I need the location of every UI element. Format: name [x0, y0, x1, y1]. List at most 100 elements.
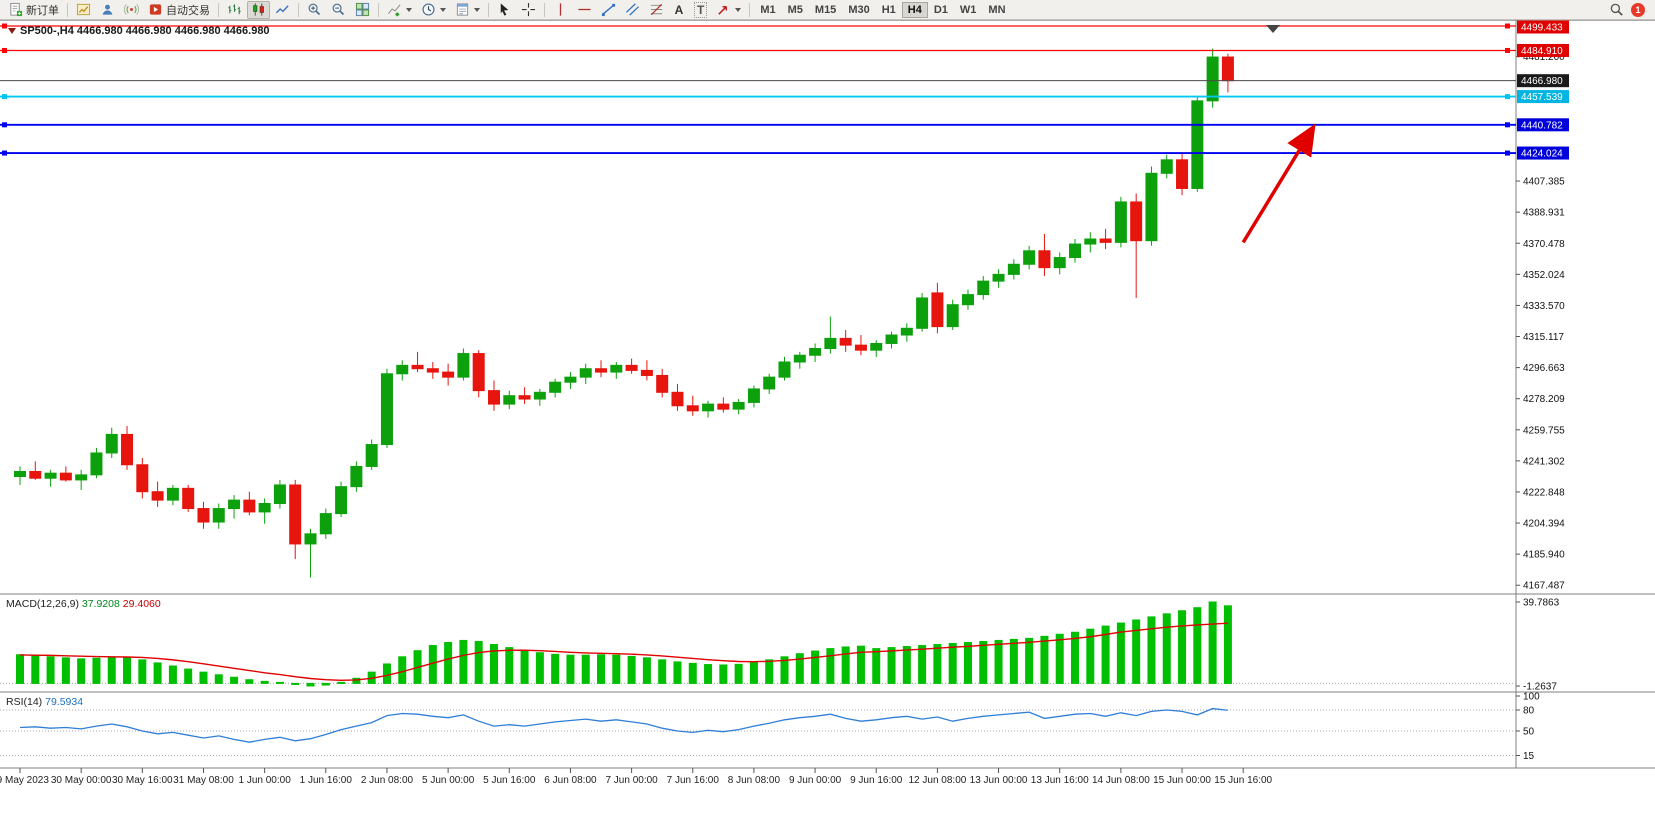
new-order-label: 新订单 [26, 4, 59, 17]
trend-arrow[interactable] [1241, 123, 1316, 244]
crosshair-button[interactable] [517, 1, 540, 19]
timeframe-d1-button[interactable]: D1 [928, 2, 954, 18]
bar-chart-icon [228, 4, 241, 15]
chevron-down-icon [440, 7, 446, 12]
price-badge: 4499.433 [1517, 20, 1569, 34]
price-badge: 4466.980 [1517, 74, 1569, 88]
auto-trading-button[interactable]: 自动交易 [144, 1, 214, 19]
svg-text:50: 50 [1523, 727, 1535, 738]
search-button[interactable] [1605, 1, 1628, 19]
chart-canvas[interactable]: 4481.200 4407.385 4388.931 4370.478 4352.024… [0, 20, 1655, 826]
label-tool-button[interactable]: T [690, 1, 711, 19]
svg-text:15 Jun 16:00: 15 Jun 16:00 [1214, 775, 1272, 786]
new-order-button[interactable]: 新订单 [4, 1, 63, 19]
price-axis[interactable]: 4481.200 4407.385 4388.931 4370.478 4352.024… [1516, 52, 1565, 592]
channel-button[interactable] [621, 1, 644, 19]
timeframe-mn-button[interactable]: MN [982, 2, 1011, 18]
timeframe-m30-button[interactable]: M30 [842, 2, 875, 18]
level-line[interactable] [0, 150, 1516, 156]
svg-text:4167.487: 4167.487 [1523, 581, 1565, 592]
profiles-button[interactable] [96, 1, 119, 19]
price-badge: 4424.024 [1517, 146, 1569, 160]
new-chart-button[interactable] [72, 1, 95, 19]
svg-text:4296.663: 4296.663 [1523, 363, 1565, 374]
svg-text:29 May 2023: 29 May 2023 [0, 775, 49, 786]
rsi-indicator: 100 80 50 15 [0, 692, 1540, 762]
zoom-in-button[interactable] [303, 1, 326, 19]
svg-text:4370.478: 4370.478 [1523, 239, 1565, 250]
svg-text:4241.302: 4241.302 [1523, 456, 1565, 467]
level-line[interactable] [0, 94, 1516, 100]
macd-indicator: 39.7863 -1.2637 [0, 598, 1560, 692]
svg-text:4278.209: 4278.209 [1523, 394, 1565, 405]
main-toolbar: 新订单 自动交易 [0, 0, 1655, 20]
svg-text:9 Jun 16:00: 9 Jun 16:00 [850, 775, 903, 786]
price-badge: 4457.539 [1517, 90, 1569, 104]
candlestick-chart-button[interactable] [247, 0, 270, 19]
notification-badge[interactable]: 1 [1631, 2, 1645, 17]
svg-text:4222.848: 4222.848 [1523, 487, 1565, 498]
svg-text:4424.024: 4424.024 [1521, 149, 1563, 160]
svg-text:4185.940: 4185.940 [1523, 550, 1565, 561]
templates-button[interactable] [451, 1, 484, 19]
svg-text:4388.931: 4388.931 [1523, 208, 1565, 219]
line-chart-icon [275, 5, 289, 14]
svg-text:-1.2637: -1.2637 [1523, 681, 1557, 692]
horizontal-line-icon [578, 8, 591, 11]
svg-text:4481.200: 4481.200 [1523, 52, 1565, 63]
vertical-line-button[interactable] [549, 1, 572, 19]
indicators-button[interactable] [383, 1, 416, 19]
timeframe-h1-button[interactable]: H1 [876, 2, 902, 18]
svg-text:4407.385: 4407.385 [1523, 177, 1565, 188]
horizontal-line-button[interactable] [573, 1, 596, 19]
svg-text:80: 80 [1523, 706, 1535, 717]
auto-trading-icon [149, 4, 162, 15]
bar-chart-button[interactable] [223, 1, 246, 19]
timeframe-m15-button[interactable]: M15 [809, 2, 842, 18]
cursor-button[interactable] [493, 1, 516, 19]
svg-text:4457.539: 4457.539 [1521, 92, 1563, 103]
toolbar-separator [218, 2, 219, 17]
svg-text:7 Jun 16:00: 7 Jun 16:00 [667, 775, 720, 786]
chart-shift-marker[interactable] [1266, 25, 1280, 33]
candlestick-series [14, 48, 1234, 578]
cursor-icon [500, 3, 509, 16]
vertical-line-icon [559, 3, 562, 16]
text-tool-button[interactable]: A [669, 1, 689, 19]
crosshair-icon [521, 2, 536, 17]
timeframe-m5-button[interactable]: M5 [782, 2, 809, 18]
level-line[interactable] [0, 122, 1516, 128]
svg-text:4352.024: 4352.024 [1523, 270, 1565, 281]
arrow-shape-icon [718, 5, 728, 15]
template-icon [456, 3, 469, 16]
tile-windows-button[interactable] [351, 1, 374, 19]
level-line[interactable] [0, 47, 1516, 53]
svg-text:39.7863: 39.7863 [1523, 598, 1560, 609]
candlestick-chart-icon [253, 3, 264, 16]
level-line[interactable] [0, 23, 1516, 29]
timeframe-m1-button[interactable]: M1 [754, 2, 781, 18]
svg-text:4333.570: 4333.570 [1523, 301, 1565, 312]
new-chart-icon [76, 3, 91, 16]
channel-icon [625, 3, 640, 16]
zoom-out-button[interactable] [327, 1, 350, 19]
tile-windows-icon [355, 2, 370, 17]
svg-text:7 Jun 00:00: 7 Jun 00:00 [605, 775, 658, 786]
trendline-button[interactable] [597, 1, 620, 19]
broadcast-button[interactable] [120, 1, 143, 19]
svg-text:8 Jun 08:00: 8 Jun 08:00 [728, 775, 781, 786]
line-chart-button[interactable] [271, 1, 294, 19]
auto-trading-label: 自动交易 [166, 4, 210, 17]
svg-text:30 May 00:00: 30 May 00:00 [51, 775, 112, 786]
timeframe-w1-button[interactable]: W1 [954, 2, 983, 18]
timeframe-h4-button[interactable]: H4 [901, 1, 928, 18]
svg-text:13 Jun 16:00: 13 Jun 16:00 [1031, 775, 1089, 786]
profiles-icon [102, 4, 113, 15]
periods-button[interactable] [417, 1, 450, 19]
svg-text:15 Jun 00:00: 15 Jun 00:00 [1153, 775, 1211, 786]
label-tool-icon: T [694, 1, 708, 18]
shapes-button[interactable] [712, 1, 745, 19]
fibonacci-button[interactable] [645, 1, 668, 19]
